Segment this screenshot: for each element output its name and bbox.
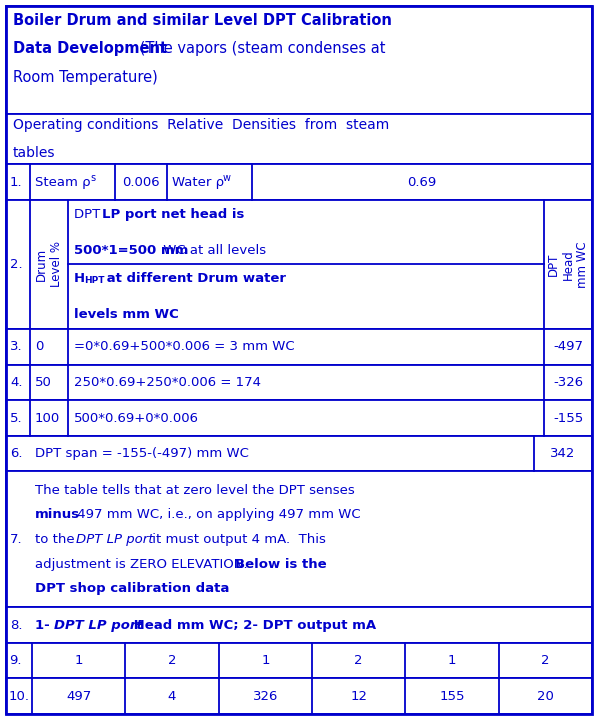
Text: 8.: 8. [10, 618, 23, 631]
Text: HPT: HPT [84, 276, 105, 285]
Text: 7.: 7. [10, 533, 23, 546]
Text: Drum
Level %: Drum Level % [35, 241, 63, 287]
Text: at different Drum water: at different Drum water [102, 272, 286, 285]
Bar [6, 200, 592, 329]
Text: adjustment is ZERO ELEVATION.: adjustment is ZERO ELEVATION. [35, 558, 252, 571]
Text: it must output 4 mA.  This: it must output 4 mA. This [148, 533, 326, 546]
Text: 50: 50 [35, 376, 52, 389]
Text: minus: minus [35, 508, 80, 521]
Text: 0.69: 0.69 [407, 176, 437, 189]
Text: DPT: DPT [74, 207, 105, 220]
Text: 342: 342 [550, 447, 576, 460]
Text: Boiler Drum and similar Level DPT Calibration: Boiler Drum and similar Level DPT Calibr… [13, 13, 392, 28]
Text: 497 mm WC, i.e., on applying 497 mm WC: 497 mm WC, i.e., on applying 497 mm WC [73, 508, 361, 521]
Text: 0.006: 0.006 [122, 176, 160, 189]
Text: -155: -155 [553, 412, 583, 425]
Text: 1: 1 [74, 654, 83, 667]
Bar [6, 329, 592, 364]
Text: DPT
Head
mm WC: DPT Head mm WC [547, 241, 590, 288]
Text: 9.: 9. [9, 654, 22, 667]
Text: 0: 0 [35, 341, 44, 354]
Bar [6, 643, 592, 678]
Text: 3.: 3. [10, 341, 23, 354]
Text: (The vapors (steam condenses at: (The vapors (steam condenses at [135, 42, 386, 56]
Text: 2: 2 [355, 654, 363, 667]
Text: Below is the: Below is the [235, 558, 327, 571]
Text: 500*0.69+0*0.006: 500*0.69+0*0.006 [74, 412, 199, 425]
Bar [6, 364, 592, 400]
Text: LP port net head is: LP port net head is [102, 207, 245, 220]
Text: -497: -497 [553, 341, 583, 354]
Text: DPT LP port: DPT LP port [54, 618, 143, 631]
Text: 2.: 2. [10, 258, 23, 271]
Bar [6, 6, 592, 114]
Text: to the: to the [35, 533, 79, 546]
Text: Head mm WC; 2- DPT output mA: Head mm WC; 2- DPT output mA [129, 618, 376, 631]
Text: DPT span = -155-(-497) mm WC: DPT span = -155-(-497) mm WC [35, 447, 249, 460]
Bar [6, 400, 592, 436]
Text: 6.: 6. [10, 447, 23, 460]
Text: 1-: 1- [35, 618, 54, 631]
Text: 326: 326 [252, 690, 278, 703]
Text: H: H [74, 272, 85, 285]
Text: -326: -326 [553, 376, 583, 389]
Text: Water ρ: Water ρ [172, 176, 224, 189]
Text: 20: 20 [537, 690, 554, 703]
Bar [6, 472, 592, 607]
Text: w: w [223, 173, 231, 183]
Text: 497: 497 [66, 690, 91, 703]
Text: WC at all levels: WC at all levels [159, 243, 266, 257]
Text: s: s [90, 173, 95, 183]
Text: 10.: 10. [9, 690, 30, 703]
Text: 4.: 4. [10, 376, 23, 389]
Text: Data Development: Data Development [13, 42, 167, 56]
Text: Steam ρ: Steam ρ [35, 176, 91, 189]
Text: DPT LP port: DPT LP port [76, 533, 154, 546]
Bar [6, 678, 592, 714]
Text: 4: 4 [168, 690, 176, 703]
Bar [6, 436, 592, 472]
Text: 1: 1 [448, 654, 456, 667]
Text: =0*0.69+500*0.006 = 3 mm WC: =0*0.69+500*0.006 = 3 mm WC [74, 341, 295, 354]
Text: 1.: 1. [10, 176, 23, 189]
Text: 155: 155 [440, 690, 465, 703]
Text: tables: tables [13, 146, 56, 160]
Text: 12: 12 [350, 690, 367, 703]
Text: Room Temperature): Room Temperature) [13, 70, 158, 85]
Text: 500*1=500 mm: 500*1=500 mm [74, 243, 188, 257]
Text: DPT shop calibration data: DPT shop calibration data [35, 582, 230, 595]
Text: levels mm WC: levels mm WC [74, 308, 179, 321]
Bar [6, 114, 592, 164]
Text: 1: 1 [261, 654, 270, 667]
Text: 250*0.69+250*0.006 = 174: 250*0.69+250*0.006 = 174 [74, 376, 261, 389]
Text: 5.: 5. [10, 412, 23, 425]
Bar [6, 164, 592, 200]
Text: 2: 2 [168, 654, 176, 667]
Text: The table tells that at zero level the DPT senses: The table tells that at zero level the D… [35, 484, 355, 497]
Text: Operating conditions  Relative  Densities  from  steam: Operating conditions Relative Densities … [13, 118, 389, 132]
Text: 100: 100 [35, 412, 60, 425]
Bar [6, 607, 592, 643]
Text: 2: 2 [541, 654, 550, 667]
